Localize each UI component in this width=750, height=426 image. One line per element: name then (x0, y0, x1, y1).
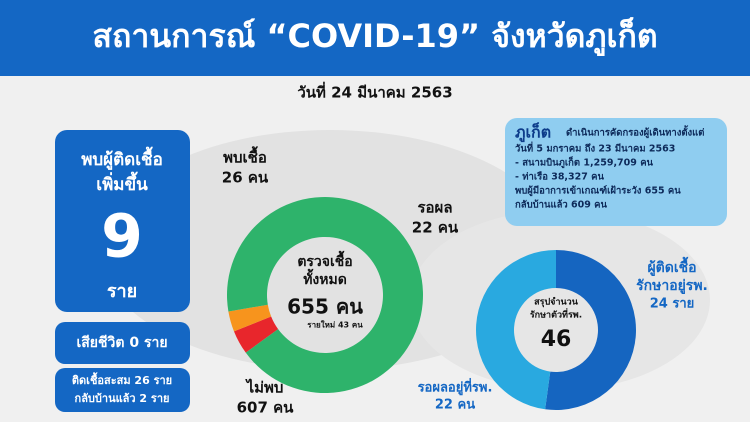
info-line: กลับบ้านแล้ว 609 คน (515, 199, 608, 211)
donut-segment (227, 197, 423, 393)
info-line: วันที่ 5 มกราคม ถึง 23 มีนาคม 2563 (515, 141, 675, 155)
hospital-donut (476, 250, 637, 410)
donut-segment (476, 250, 556, 410)
cumulative: ติดเชื้อสะสม 26 ราย (72, 372, 172, 387)
hospital-total: 46 (541, 327, 572, 352)
donut-segment (545, 250, 637, 410)
segment-name: ผู้ติดเชื้อ (647, 256, 696, 276)
new-cases-value: 9 (101, 202, 143, 272)
segment-name: รอผล (417, 199, 452, 217)
segment-name: พบเชื้อ (223, 146, 267, 167)
tests-new: รายใหม่ 43 คน (307, 320, 363, 330)
header-band (0, 0, 750, 76)
tests-center: ทั้งหมด (303, 268, 347, 288)
deaths: เสียชีวิต 0 ราย (76, 335, 167, 351)
hospital-center: สรุปจำนวน (534, 297, 579, 308)
segment-value: 22 คน (412, 219, 459, 237)
segment-value: 26 คน (222, 169, 269, 187)
info-line: พบผู้มีอาการเข้าเกณฑ์เฝ้าระวัง 655 คน (515, 185, 681, 198)
cumulative: กลับบ้านแล้ว 2 ราย (75, 392, 170, 405)
cumulative-box (55, 368, 190, 412)
date: วันที่ 24 มีนาคม 2563 (297, 82, 452, 102)
info-title: ภูเก็ต (515, 121, 551, 144)
info-line: - สนามบินภูเก็ต 1,259,709 คน (515, 156, 654, 170)
tests-total: 655 คน (287, 295, 363, 319)
tests-donut (227, 197, 423, 393)
segment-name: รอผลอยู่ที่รพ. (418, 378, 493, 396)
info-line: - ท่าเรือ 38,327 คน (515, 171, 605, 183)
segment-value: 24 ราย (650, 297, 695, 312)
segment-value: 607 คน (237, 399, 295, 417)
info-box (505, 118, 727, 226)
donut-segment (233, 316, 279, 353)
new-cases-unit: ราย (107, 281, 137, 302)
new-cases-label: พบผู้ติดเชื้อ (81, 146, 163, 171)
hospital-center: รักษาตัวที่รพ. (530, 308, 582, 321)
donut-segment (228, 304, 272, 332)
title: สถานการณ์ “COVID-19” จังหวัดภูเก็ต (92, 16, 657, 57)
tests-center: ตรวจเชื้อ (297, 250, 352, 270)
new-cases-box (55, 130, 190, 312)
info-text: ภูเก็ต ดำเนินการคัดกรองผู้เดินทางตั้งแต่ว… (515, 121, 704, 211)
segment-name: รักษาอยู่รพ. (636, 278, 708, 294)
new-cases-label: เพิ่มขึ้น (96, 171, 148, 195)
deaths-box (55, 322, 190, 364)
segment-value: 22 คน (435, 398, 475, 413)
info-line: ดำเนินการคัดกรองผู้เดินทางตั้งแต่ (566, 125, 704, 140)
segment-name: ไม่พบ (245, 378, 284, 397)
